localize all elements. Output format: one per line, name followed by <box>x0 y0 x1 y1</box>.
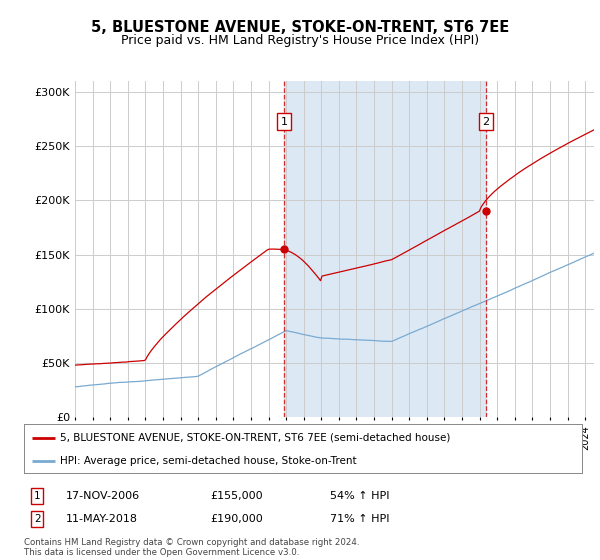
Text: 5, BLUESTONE AVENUE, STOKE-ON-TRENT, ST6 7EE (semi-detached house): 5, BLUESTONE AVENUE, STOKE-ON-TRENT, ST6… <box>60 433 451 443</box>
Bar <box>284 81 486 417</box>
Text: 1: 1 <box>281 116 287 127</box>
Text: 2: 2 <box>482 116 490 127</box>
Text: £190,000: £190,000 <box>210 514 263 524</box>
Text: 11-MAY-2018: 11-MAY-2018 <box>66 514 138 524</box>
Text: 54% ↑ HPI: 54% ↑ HPI <box>330 491 389 501</box>
Text: 71% ↑ HPI: 71% ↑ HPI <box>330 514 389 524</box>
Text: 2: 2 <box>34 514 41 524</box>
Text: Contains HM Land Registry data © Crown copyright and database right 2024.
This d: Contains HM Land Registry data © Crown c… <box>24 538 359 557</box>
Text: £155,000: £155,000 <box>210 491 263 501</box>
Text: 5, BLUESTONE AVENUE, STOKE-ON-TRENT, ST6 7EE: 5, BLUESTONE AVENUE, STOKE-ON-TRENT, ST6… <box>91 20 509 35</box>
Text: 1: 1 <box>34 491 41 501</box>
Text: 17-NOV-2006: 17-NOV-2006 <box>66 491 140 501</box>
Text: Price paid vs. HM Land Registry's House Price Index (HPI): Price paid vs. HM Land Registry's House … <box>121 34 479 46</box>
Text: HPI: Average price, semi-detached house, Stoke-on-Trent: HPI: Average price, semi-detached house,… <box>60 456 357 466</box>
